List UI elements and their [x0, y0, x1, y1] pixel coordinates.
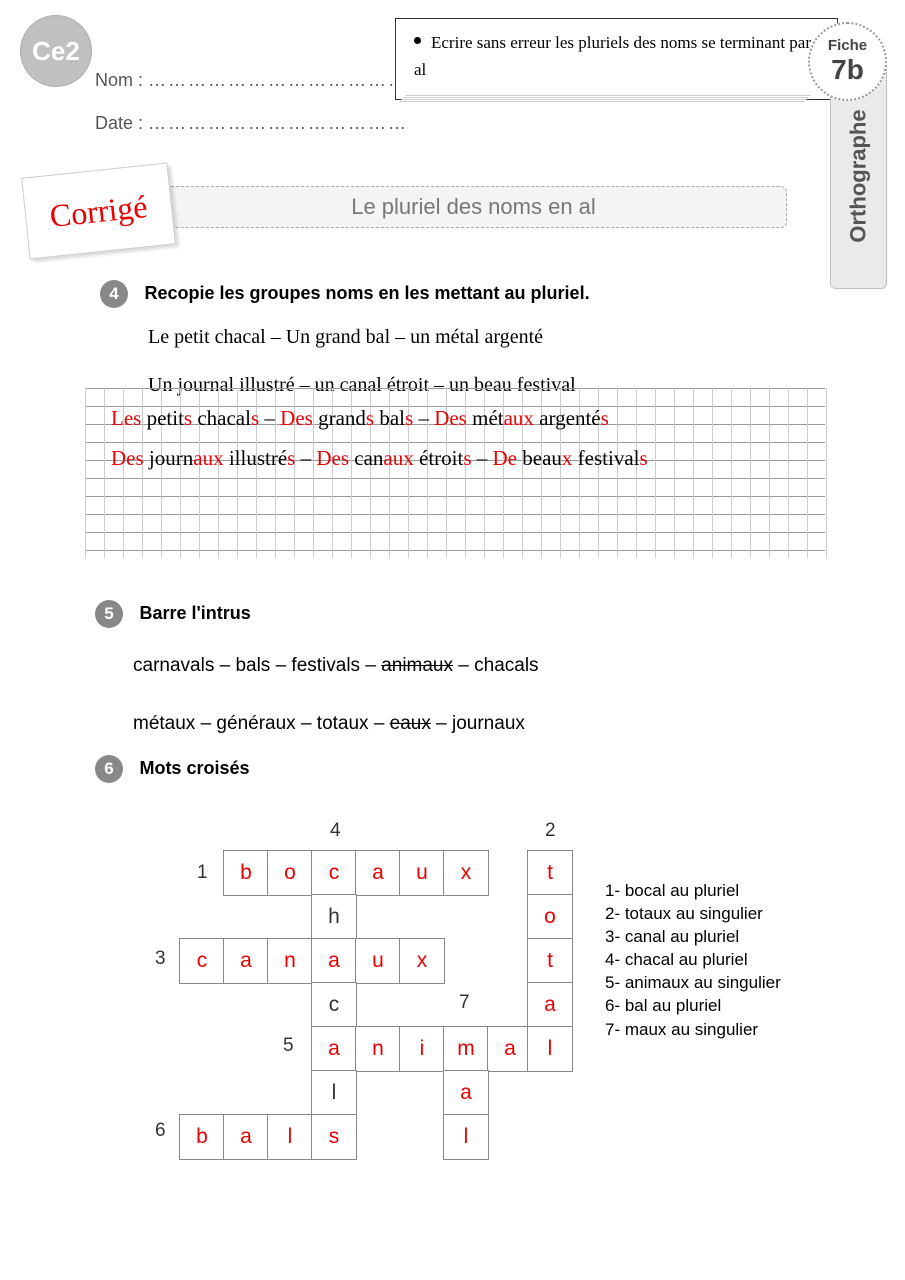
ex5-num: 5 — [95, 600, 123, 628]
cw-cell: l — [443, 1114, 489, 1160]
bullet-icon — [414, 37, 421, 44]
objective-text: Ecrire sans erreur les pluriels des noms… — [414, 33, 811, 79]
cw-cell: n — [267, 938, 313, 984]
ex6-title: Mots croisés — [139, 758, 249, 778]
cw-label: 4 — [330, 820, 341, 842]
cw-cell: a — [311, 938, 357, 984]
cw-cell: n — [355, 1026, 401, 1072]
cw-cell: b — [179, 1114, 225, 1160]
ex4-title: Recopie les groupes noms en les mettant … — [144, 283, 589, 303]
cw-label: 3 — [155, 948, 166, 970]
ex5-title: Barre l'intrus — [139, 603, 250, 623]
cw-cell: u — [355, 938, 401, 984]
cw-label: 5 — [283, 1035, 294, 1057]
clue-line: 3- canal au pluriel — [605, 926, 781, 948]
cw-cell: a — [355, 850, 401, 896]
cw-cell: l — [311, 1070, 357, 1116]
cw-cell: s — [311, 1114, 357, 1160]
date-label: Date : — [95, 113, 143, 133]
cw-label: 7 — [459, 992, 470, 1014]
exercise-6: 6 Mots croisés — [95, 755, 250, 783]
cw-cell: t — [527, 938, 573, 984]
ex6-num: 6 — [95, 755, 123, 783]
cw-cell: i — [399, 1026, 445, 1072]
cw-cell: o — [527, 894, 573, 940]
cw-cell: b — [223, 850, 269, 896]
ex5-line2: métaux – généraux – totaux – eaux – jour… — [133, 704, 825, 744]
cw-cell: c — [311, 850, 357, 896]
cw-label: 6 — [155, 1120, 166, 1142]
cw-cell: a — [527, 982, 573, 1028]
clue-line: 1- bocal au pluriel — [605, 880, 781, 902]
lined-paper: Les petits chacals – Des grands bals – D… — [85, 388, 825, 558]
ex5-line1: carnavals – bals – festivals – animaux –… — [133, 646, 825, 686]
nom-label: Nom : — [95, 70, 143, 90]
cw-cell: o — [267, 850, 313, 896]
title-bar: Le pluriel des noms en al — [160, 186, 787, 228]
cw-cell: l — [267, 1114, 313, 1160]
exercise-5: 5 Barre l'intrus carnavals – bals – fest… — [95, 600, 825, 744]
clue-line: 4- chacal au pluriel — [605, 949, 781, 971]
exercise-4: 4 Recopie les groupes noms en les mettan… — [100, 280, 825, 404]
ex4-answer2: Des journaux illustrés – Des canaux étro… — [111, 446, 648, 471]
crossword-clues: 1- bocal au pluriel2- totaux au singulie… — [605, 880, 781, 1042]
cw-label: 2 — [545, 820, 556, 842]
cw-cell: x — [399, 938, 445, 984]
nom-dots: ………………………………… — [148, 70, 408, 90]
cw-cell: u — [399, 850, 445, 896]
student-fields: Nom : ………………………………… Date : ………………………………… — [95, 70, 408, 156]
objective-shadow — [399, 94, 812, 102]
cw-cell: x — [443, 850, 489, 896]
corrige-card: Corrigé — [21, 163, 176, 260]
clue-line: 7- maux au singulier — [605, 1019, 781, 1041]
ex4-given1: Le petit chacal – Un grand bal – un méta… — [148, 318, 825, 356]
fiche-badge: Fiche 7b — [808, 22, 887, 101]
cw-cell: m — [443, 1026, 489, 1072]
cw-cell: a — [443, 1070, 489, 1116]
ex4-answer1: Les petits chacals – Des grands bals – D… — [111, 406, 609, 431]
cw-label: 1 — [197, 862, 208, 884]
fiche-label: Fiche — [828, 37, 867, 54]
grade-badge: Ce2 — [20, 15, 92, 87]
cw-cell: a — [311, 1026, 357, 1072]
cw-cell: h — [311, 894, 357, 940]
cw-cell: a — [223, 1114, 269, 1160]
clue-line: 2- totaux au singulier — [605, 903, 781, 925]
ex4-num: 4 — [100, 280, 128, 308]
cw-cell: l — [527, 1026, 573, 1072]
objective-box: Ecrire sans erreur les pluriels des noms… — [395, 18, 838, 100]
fiche-num: 7b — [831, 54, 864, 86]
cw-cell: c — [311, 982, 357, 1028]
cw-cell: t — [527, 850, 573, 896]
clue-line: 6- bal au pluriel — [605, 995, 781, 1017]
clue-line: 5- animaux au singulier — [605, 972, 781, 994]
cw-cell: c — [179, 938, 225, 984]
date-dots: ………………………………… — [148, 113, 408, 133]
cw-cell: a — [223, 938, 269, 984]
